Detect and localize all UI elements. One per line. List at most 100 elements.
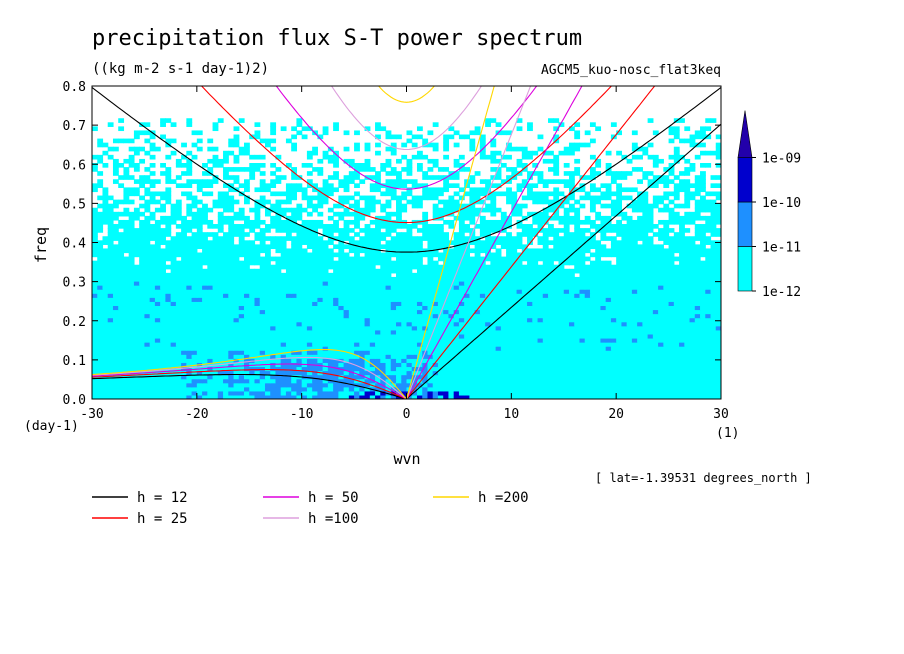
spectrum-cell xyxy=(616,285,623,290)
spectrum-cell xyxy=(296,370,303,376)
spectrum-cell xyxy=(458,236,465,241)
spectrum-cell xyxy=(715,301,721,306)
spectrum-cell xyxy=(364,264,371,270)
spectrum-cell xyxy=(647,297,654,302)
spectrum-cell xyxy=(369,333,376,339)
spectrum-cell xyxy=(658,264,664,270)
spectrum-cell xyxy=(406,309,413,315)
spectrum-cell xyxy=(107,301,114,306)
spectrum-cell xyxy=(202,293,208,298)
spectrum-cell xyxy=(500,321,507,327)
spectrum-cell xyxy=(186,366,193,372)
spectrum-cell xyxy=(705,224,712,229)
spectrum-cell xyxy=(610,248,617,254)
spectrum-cell xyxy=(181,240,187,245)
chart-subtitle: ((kg m-2 s-1 day-1)2) xyxy=(92,61,269,77)
spectrum-cell xyxy=(584,350,591,355)
spectrum-cell xyxy=(406,244,413,250)
spectrum-cell xyxy=(631,228,638,233)
spectrum-cell xyxy=(679,346,685,351)
spectrum-cell xyxy=(437,317,444,323)
spectrum-cell xyxy=(631,297,638,302)
spectrum-cell xyxy=(149,301,156,306)
spectrum-cell xyxy=(306,252,313,258)
spectrum-cell xyxy=(364,337,371,343)
spectrum-cell xyxy=(422,224,429,229)
spectrum-cell xyxy=(663,224,670,229)
spectrum-cell xyxy=(610,293,617,298)
spectrum-cell xyxy=(689,272,696,278)
spectrum-cell xyxy=(291,305,298,311)
spectrum-cell xyxy=(485,354,491,359)
spectrum-cell xyxy=(186,301,193,306)
spectrum-cell xyxy=(663,390,670,396)
spectrum-cell xyxy=(490,289,497,294)
spectrum-cell xyxy=(301,386,308,392)
spectrum-cell xyxy=(186,289,193,294)
spectrum-cell xyxy=(443,378,450,384)
spectrum-cell xyxy=(495,313,502,319)
spectrum-cell xyxy=(390,244,397,250)
spectrum-cell xyxy=(327,317,334,323)
spectrum-cell xyxy=(406,264,413,270)
spectrum-cell xyxy=(506,386,512,392)
spectrum-cell xyxy=(668,382,675,388)
spectrum-cell xyxy=(474,248,481,254)
spectrum-cell xyxy=(521,325,528,331)
spectrum-cell xyxy=(679,390,685,396)
spectrum-cell xyxy=(212,378,219,384)
spectrum-cell xyxy=(401,358,408,363)
spectrum-cell xyxy=(380,358,387,363)
spectrum-cell xyxy=(259,264,266,270)
spectrum-cell xyxy=(92,224,98,229)
spectrum-cell xyxy=(285,394,292,399)
spectrum-cell xyxy=(249,252,256,258)
spectrum-cell xyxy=(123,362,130,368)
spectrum-cell xyxy=(348,350,355,355)
spectrum-cell xyxy=(411,260,418,266)
spectrum-cell xyxy=(354,272,360,278)
spectrum-cell xyxy=(354,297,360,302)
spectrum-cell xyxy=(196,317,203,323)
spectrum-cell xyxy=(380,374,387,380)
spectrum-cell xyxy=(233,309,240,315)
spectrum-cell xyxy=(663,342,670,347)
spectrum-cell xyxy=(364,342,371,347)
spectrum-cell xyxy=(223,333,229,339)
spectrum-cell xyxy=(500,285,507,290)
spectrum-cell xyxy=(689,297,696,302)
spectrum-cell xyxy=(390,289,397,294)
spectrum-cell xyxy=(223,219,229,225)
spectrum-cell xyxy=(647,317,654,323)
spectrum-cell xyxy=(663,313,670,319)
spectrum-cell xyxy=(181,382,187,388)
spectrum-cell xyxy=(631,366,638,372)
spectrum-cell xyxy=(228,317,235,323)
spectrum-cell xyxy=(249,256,256,262)
spectrum-cell xyxy=(453,317,460,323)
spectrum-cell xyxy=(506,333,512,339)
spectrum-cell xyxy=(270,337,277,343)
spectrum-cell xyxy=(390,374,397,380)
spectrum-cell xyxy=(396,346,402,351)
spectrum-cell xyxy=(532,289,539,294)
spectrum-cell xyxy=(118,260,125,266)
spectrum-cell xyxy=(217,244,224,250)
spectrum-cell xyxy=(705,337,712,343)
spectrum-cell xyxy=(432,276,439,282)
spectrum-cell xyxy=(679,378,685,384)
spectrum-cell xyxy=(97,252,104,258)
spectrum-cell xyxy=(610,317,617,323)
spectrum-cell xyxy=(333,317,339,323)
spectrum-cell xyxy=(107,378,114,384)
spectrum-cell xyxy=(542,329,549,335)
spectrum-cell xyxy=(521,350,528,355)
spectrum-cell xyxy=(647,248,654,254)
spectrum-cell xyxy=(97,264,104,270)
spectrum-cell xyxy=(264,252,271,258)
spectrum-cell xyxy=(223,317,229,323)
spectrum-cell xyxy=(668,305,675,311)
spectrum-cell xyxy=(563,268,570,274)
spectrum-cell xyxy=(673,244,680,250)
spectrum-cell xyxy=(296,260,303,266)
